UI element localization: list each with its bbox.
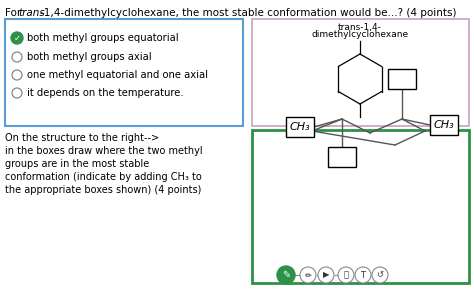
Bar [286, 117, 314, 137]
Circle shape [12, 70, 22, 80]
Text: For: For [5, 8, 25, 18]
Text: ↺: ↺ [376, 271, 383, 280]
Text: ▶: ▶ [323, 271, 329, 280]
Text: CH₃: CH₃ [290, 122, 310, 132]
Circle shape [300, 267, 316, 283]
Bar [252, 19, 469, 126]
Text: On the structure to the right-->: On the structure to the right--> [5, 133, 159, 143]
Text: dimethylcyclohexane: dimethylcyclohexane [311, 30, 409, 39]
Text: ✓: ✓ [13, 33, 20, 42]
Text: both methyl groups axial: both methyl groups axial [27, 52, 152, 62]
Text: one methyl equatorial and one axial: one methyl equatorial and one axial [27, 70, 208, 80]
Text: ✎: ✎ [282, 270, 290, 280]
Circle shape [372, 267, 388, 283]
Bar [252, 130, 469, 283]
Text: groups are in the most stable: groups are in the most stable [5, 159, 149, 169]
Circle shape [338, 267, 354, 283]
Circle shape [11, 32, 23, 44]
Text: -1,4-dimethylcyclohexane, the most stable conformation would be...? (4 points): -1,4-dimethylcyclohexane, the most stabl… [40, 8, 456, 18]
Text: conformation (indicate by adding CH₃ to: conformation (indicate by adding CH₃ to [5, 172, 202, 182]
Text: ⦿: ⦿ [344, 271, 348, 280]
Bar [430, 115, 458, 135]
Bar [328, 147, 356, 167]
Text: CH₃: CH₃ [434, 120, 454, 130]
Circle shape [12, 88, 22, 98]
Text: T: T [361, 271, 365, 280]
Text: in the boxes draw where the two methyl: in the boxes draw where the two methyl [5, 146, 202, 156]
Text: it depends on the temperature.: it depends on the temperature. [27, 88, 183, 98]
Text: the appropriate boxes shown) (4 points): the appropriate boxes shown) (4 points) [5, 185, 201, 195]
Circle shape [355, 267, 371, 283]
Circle shape [12, 52, 22, 62]
Circle shape [318, 267, 334, 283]
Text: both methyl groups equatorial: both methyl groups equatorial [27, 33, 179, 43]
Bar [5, 19, 243, 126]
Text: trans-1,4-: trans-1,4- [338, 23, 382, 32]
Bar [388, 69, 416, 89]
Circle shape [277, 266, 295, 284]
Text: trans: trans [18, 8, 45, 18]
Text: ✏: ✏ [304, 271, 311, 280]
